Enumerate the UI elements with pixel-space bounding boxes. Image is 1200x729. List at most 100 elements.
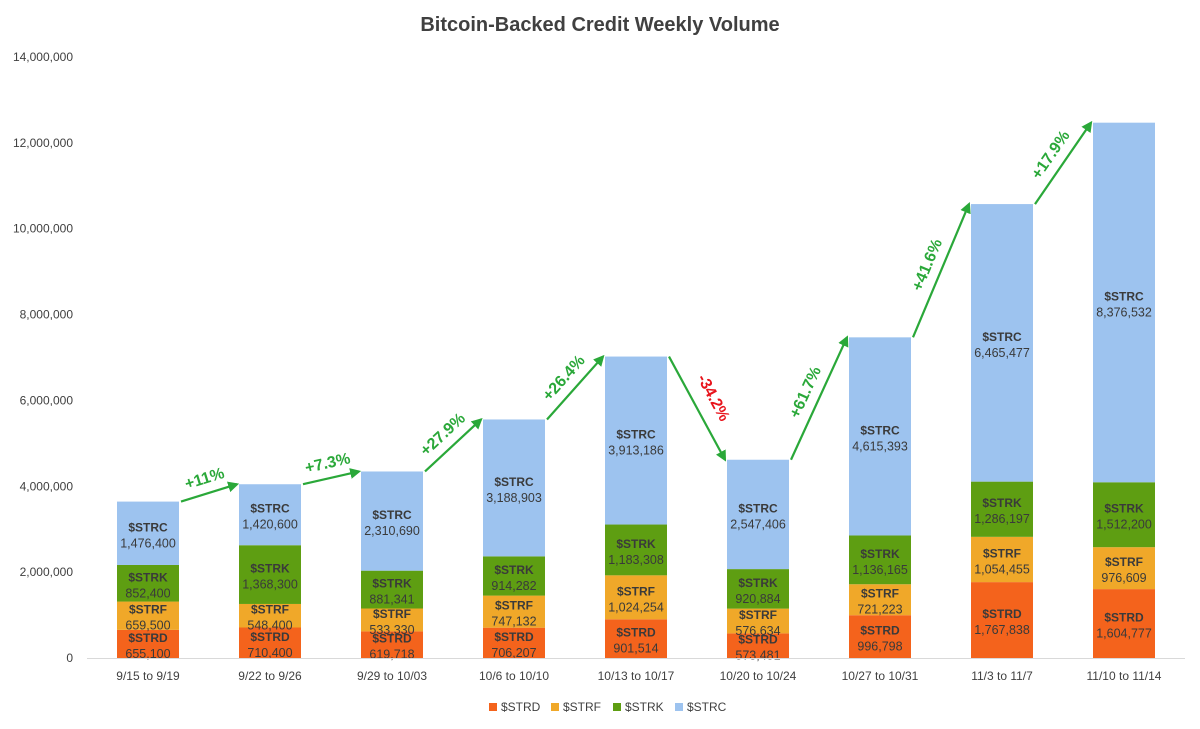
bar-segment [727, 459, 789, 570]
segment-series-label: $STRD [1104, 611, 1144, 625]
bar-segment [1093, 482, 1155, 548]
bar-segment [483, 419, 545, 557]
x-tick-label: 10/27 to 10/31 [842, 669, 919, 683]
x-tick-label: 9/22 to 9/26 [238, 669, 302, 683]
bar-segment [239, 603, 301, 628]
bar-segment [971, 204, 1033, 482]
segment-value-label: 1,767,838 [974, 623, 1030, 637]
segment-series-label: $STRC [494, 475, 534, 489]
segment-series-label: $STRD [616, 626, 656, 640]
segment-value-label: 6,465,477 [974, 346, 1030, 360]
segment-series-label: $STRK [372, 577, 412, 591]
segment-series-label: $STRC [1104, 289, 1144, 303]
segment-value-label: 3,188,903 [486, 491, 542, 505]
segment-series-label: $STRK [982, 496, 1022, 510]
segment-series-label: $STRF [1105, 555, 1143, 569]
segment-series-label: $STRC [982, 330, 1022, 344]
x-tick-label: 9/15 to 9/19 [116, 669, 180, 683]
bar-segment [117, 601, 179, 630]
segment-series-label: $STRK [860, 547, 900, 561]
bar-segment [239, 545, 301, 604]
growth-arrow [911, 202, 971, 338]
segment-series-label: $STRK [250, 562, 290, 576]
bar-segment [483, 627, 545, 658]
segment-value-label: 2,547,406 [730, 517, 786, 531]
x-tick-label: 10/6 to 10/10 [479, 669, 549, 683]
chart-title: Bitcoin-Backed Credit Weekly Volume [420, 14, 779, 36]
legend-entry: $STRC [687, 700, 727, 714]
bar-segment [117, 564, 179, 602]
segment-value-label: 1,286,197 [974, 512, 1030, 526]
segment-value-label: 659,500 [125, 619, 170, 633]
segment-series-label: $STRK [1104, 502, 1144, 516]
growth-percent-label: -34.2% [693, 372, 732, 425]
y-tick-label: 10,000,000 [13, 222, 73, 236]
bar-segment [971, 536, 1033, 583]
segment-series-label: $STRD [860, 624, 900, 638]
y-tick-label: 12,000,000 [13, 136, 73, 150]
y-axis: 0 2,000,000 4,000,000 6,000,000 8,000,000 10,… [13, 50, 73, 665]
y-tick-label: 8,000,000 [20, 308, 74, 322]
legend-swatch [613, 703, 621, 711]
segment-value-label: 1,512,200 [1096, 518, 1152, 532]
growth-arrow [668, 356, 727, 462]
segment-series-label: $STRC [738, 501, 778, 515]
legend-entry: $STRD [501, 700, 541, 714]
bar-segment [117, 501, 179, 565]
x-tick-label: 11/3 to 11/7 [971, 669, 1033, 683]
x-tick-label: 10/13 to 10/17 [598, 669, 675, 683]
bar-segment [483, 595, 545, 628]
segment-series-label: $STRC [250, 502, 290, 516]
bars: $STRD 655,100 $STRF 659,500 $STRK 852,400 $STR… [117, 122, 1155, 663]
segment-value-label: 706,207 [491, 646, 536, 660]
growth-percent-label: +7.3% [304, 450, 352, 477]
segment-value-label: 721,223 [857, 603, 902, 617]
growth-percent-label: +17.9% [1029, 128, 1074, 183]
segment-value-label: 1,368,300 [242, 578, 298, 592]
segment-series-label: $STRD [982, 607, 1022, 621]
segment-value-label: 533,330 [369, 623, 414, 637]
segment-series-label: $STRC [860, 423, 900, 437]
legend-swatch [489, 703, 497, 711]
segment-value-label: 573,481 [735, 649, 780, 663]
bar-segment [849, 584, 911, 616]
segment-series-label: $STRD [372, 632, 412, 646]
growth-percent-label: +26.4% [540, 352, 589, 404]
bar-segment [605, 524, 667, 576]
growth-arrow [302, 468, 362, 486]
y-tick-label: 0 [66, 651, 73, 665]
x-tick-label: 10/20 to 10/24 [720, 669, 797, 683]
bar-segment [727, 633, 789, 658]
legend-swatch [551, 703, 559, 711]
segment-series-label: $STRD [494, 630, 534, 644]
segment-series-label: $STRC [372, 508, 412, 522]
segment-series-label: $STRK [738, 576, 778, 590]
bar-segment [361, 608, 423, 632]
bar-segment [361, 570, 423, 609]
segment-value-label: 996,798 [857, 640, 902, 654]
bar-segment [1093, 547, 1155, 590]
segment-value-label: 1,476,400 [120, 536, 176, 550]
segment-value-label: 8,376,532 [1096, 305, 1152, 319]
y-tick-label: 4,000,000 [20, 479, 74, 493]
bar-segment [1093, 122, 1155, 483]
segment-value-label: 3,913,186 [608, 444, 664, 458]
segment-value-label: 747,132 [491, 615, 536, 629]
segment-value-label: 1,183,308 [608, 553, 664, 567]
legend: $STRD $STRF $STRK $STRC [489, 700, 727, 714]
segment-value-label: 1,054,455 [974, 562, 1030, 576]
segment-value-label: 619,718 [369, 648, 414, 662]
segment-series-label: $STRF [129, 603, 167, 617]
bar-segment [1093, 589, 1155, 658]
bar-segment [605, 619, 667, 658]
segment-value-label: 901,514 [613, 642, 658, 656]
segment-series-label: $STRD [738, 633, 778, 647]
segment-series-label: $STRK [494, 563, 534, 577]
segment-series-label: $STRF [617, 584, 655, 598]
segment-value-label: 655,100 [125, 647, 170, 661]
legend-swatch [675, 703, 683, 711]
growth-arrow [424, 417, 483, 473]
growth-arrow [180, 481, 240, 503]
growth-percent-label: +27.9% [417, 410, 469, 460]
